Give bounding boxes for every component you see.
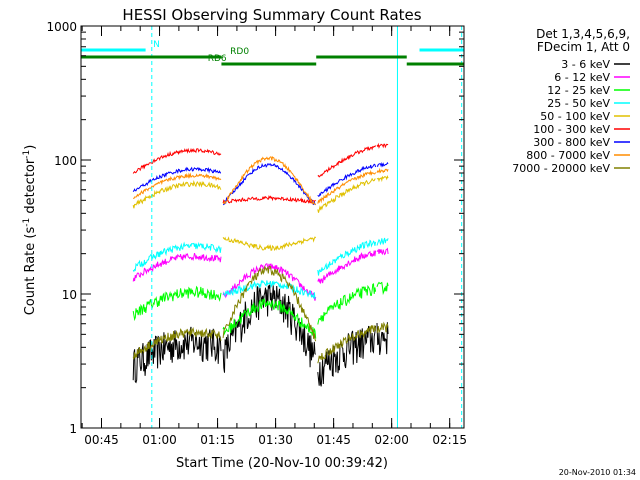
legend: Det 1,3,4,5,6,9, FDecim 1, Att 0 3 - 6 k… (512, 27, 630, 175)
legend-label-4: 25 - 50 keV (547, 97, 610, 110)
series-line-4 (376, 237, 389, 246)
y-tick-label-2: 10 (62, 288, 77, 302)
series-line-8 (317, 169, 377, 204)
series-line-9 (376, 321, 389, 333)
legend-header-line-2: FDecim 1, Att 0 (537, 40, 630, 54)
series-line-7 (223, 162, 316, 206)
series-line-8 (222, 156, 317, 206)
series-line-6 (317, 145, 377, 178)
y-tick-label-3: 100 (54, 154, 77, 168)
series-line-7 (317, 163, 377, 197)
x-tick-label-5: 01:45 (316, 433, 351, 447)
legend-label-5: 50 - 100 keV (540, 110, 610, 123)
series-line-6 (376, 142, 389, 149)
series-line-8 (133, 172, 222, 200)
legend-header-line-1: Det 1,3,4,5,6,9, (536, 27, 630, 41)
series-line-9 (317, 325, 377, 364)
series-line-8 (376, 167, 389, 174)
y-tick-label-4: 1000 (46, 20, 77, 34)
chart-title: HESSI Observing Summary Count Rates (122, 6, 421, 24)
series-line-7 (376, 161, 389, 168)
y-axis: 1 10 100 1000 (46, 20, 464, 436)
y-axis-label-exponent-1: -1 (22, 218, 32, 227)
y-axis-label-text: Count Rate (s (23, 227, 38, 316)
series-line-3 (376, 281, 389, 296)
series-line-6 (222, 195, 316, 204)
series-line-5 (132, 180, 222, 209)
y-axis-label: Count Rate (s-1 detector-1) (22, 145, 38, 316)
legend-label-7: 300 - 800 keV (533, 136, 610, 149)
series-line-4 (222, 279, 316, 299)
x-tick-label-4: 01:30 (258, 433, 293, 447)
x-tick-label-1: 00:45 (84, 433, 119, 447)
series-line-2 (222, 263, 317, 301)
series-line-2 (376, 247, 389, 256)
legend-label-8: 800 - 7000 keV (526, 149, 610, 162)
series-line-4 (132, 241, 222, 273)
series-line-5 (222, 236, 317, 252)
timestamp: 20-Nov-2010 01:34 (559, 468, 636, 477)
x-axis-label: Start Time (20-Nov-10 00:39:42) (176, 456, 388, 471)
x-axis: 00:45 01:00 01:15 01:30 01:45 02:00 02:15 (81, 26, 467, 447)
flag-label-n: N (153, 40, 160, 50)
legend-label-2: 6 - 12 keV (554, 71, 610, 84)
series-line-1 (132, 326, 222, 384)
series-line-2 (317, 250, 377, 284)
x-tick-label-3: 01:15 (200, 433, 235, 447)
series-line-3 (222, 298, 317, 339)
series-line-3 (132, 285, 222, 322)
x-tick-label-6: 02:00 (374, 433, 409, 447)
series-line-1 (317, 325, 377, 387)
plot-frame (80, 25, 465, 429)
series-line-6 (132, 147, 222, 174)
legend-label-1: 3 - 6 keV (561, 58, 610, 71)
y-axis-label-exponent-2: -1 (22, 150, 32, 159)
series-line-9 (132, 326, 222, 360)
series-line-2 (132, 252, 222, 282)
x-tick-label-2: 01:00 (142, 433, 177, 447)
flag-label-rd0: RD0 (230, 47, 249, 57)
series-line-5 (317, 177, 376, 213)
series-line-4 (317, 239, 377, 276)
flag-label-rd6: RD6 (208, 54, 227, 64)
series-line-9 (222, 265, 317, 342)
series-line-1 (222, 284, 317, 373)
y-tick-label-1: 1 (69, 422, 77, 436)
legend-label-9: 7000 - 20000 keV (512, 162, 610, 175)
series-line-7 (132, 166, 221, 192)
series-line-3 (317, 283, 377, 325)
legend-label-6: 100 - 300 keV (533, 123, 610, 136)
series-line-1 (376, 322, 389, 355)
y-axis-label-close: ) (23, 145, 38, 150)
y-axis-label-detector: detector (23, 158, 38, 218)
legend-label-3: 12 - 25 keV (547, 84, 610, 97)
series-line-5 (376, 175, 389, 183)
x-tick-label-7: 02:15 (432, 433, 467, 447)
